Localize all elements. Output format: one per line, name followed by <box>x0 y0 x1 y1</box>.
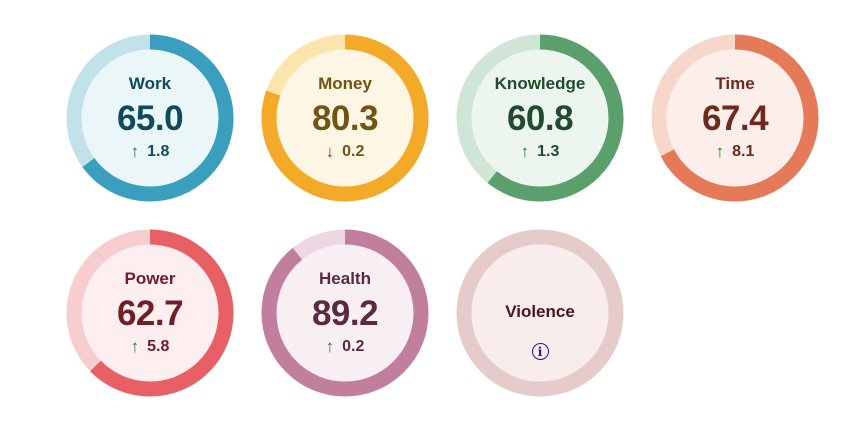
card-label: Health <box>319 269 371 288</box>
card-power[interactable]: Power 62.7 ↑ 5.8 <box>66 229 234 397</box>
card-change: ↑ 1.8 <box>131 142 170 162</box>
card-score: 67.4 <box>701 99 769 138</box>
gauge-work <box>66 34 234 202</box>
change-value: 0.2 <box>342 338 365 355</box>
gauge-fill <box>471 49 609 187</box>
gauge-time <box>651 34 819 202</box>
trend-arrow-icon: ↑ <box>520 142 530 161</box>
change-value: 1.3 <box>537 143 560 160</box>
gauge-progress <box>66 34 234 202</box>
gauge-fill <box>81 244 219 382</box>
trend-arrow-icon: ↑ <box>130 142 140 161</box>
change-value: 0.2 <box>342 143 365 160</box>
gauge-fill <box>276 49 414 187</box>
change-value: 5.8 <box>147 338 170 355</box>
card-score: 89.2 <box>311 294 379 333</box>
trend-arrow-icon: ↑ <box>325 337 335 356</box>
trend-arrow-icon: ↓ <box>325 142 335 161</box>
card-change: ↑ 0.2 <box>326 337 365 357</box>
card-work[interactable]: Work 65.0 ↑ 1.8 <box>66 34 234 202</box>
change-value: 8.1 <box>732 143 755 160</box>
gauge-progress <box>66 229 234 397</box>
card-change: ↑ 8.1 <box>716 142 755 162</box>
card-label: Time <box>715 74 755 93</box>
change-value: 1.8 <box>147 143 170 160</box>
card-health[interactable]: Health 89.2 ↑ 0.2 <box>261 229 429 397</box>
gauge-fill <box>471 244 609 382</box>
card-time[interactable]: Time 67.4 ↑ 8.1 <box>651 34 819 202</box>
gauge-health <box>261 229 429 397</box>
card-violence[interactable]: Violence i <box>456 229 624 397</box>
card-label: Violence <box>505 302 575 321</box>
card-knowledge[interactable]: Knowledge 60.8 ↑ 1.3 <box>456 34 624 202</box>
card-change: ↑ 5.8 <box>131 337 170 357</box>
gauge-money <box>261 34 429 202</box>
gauge-progress <box>261 34 429 202</box>
card-label: Money <box>318 74 372 93</box>
gauge-violence <box>456 229 624 397</box>
card-label: Work <box>128 74 172 93</box>
card-change: ↑ 1.3 <box>521 142 560 162</box>
card-score: 62.7 <box>116 294 184 333</box>
gauge-fill <box>81 49 219 187</box>
card-score: 65.0 <box>116 99 184 138</box>
gauge-power <box>66 229 234 397</box>
gauge-knowledge <box>456 34 624 202</box>
gauge-track <box>456 229 624 397</box>
info-icon[interactable]: i <box>531 343 549 360</box>
card-change: ↓ 0.2 <box>326 142 365 162</box>
card-score: 80.3 <box>311 99 379 138</box>
gauge-progress <box>456 34 624 202</box>
trend-arrow-icon: ↑ <box>715 142 725 161</box>
gauge-progress <box>261 229 429 397</box>
card-score: 60.8 <box>506 99 574 138</box>
trend-arrow-icon: ↑ <box>130 337 140 356</box>
gauge-progress <box>651 34 819 202</box>
card-label: Knowledge <box>494 74 586 93</box>
gauge-fill <box>666 49 804 187</box>
card-label: Power <box>124 269 176 288</box>
gauge-fill <box>276 244 414 382</box>
card-money[interactable]: Money 80.3 ↓ 0.2 <box>261 34 429 202</box>
